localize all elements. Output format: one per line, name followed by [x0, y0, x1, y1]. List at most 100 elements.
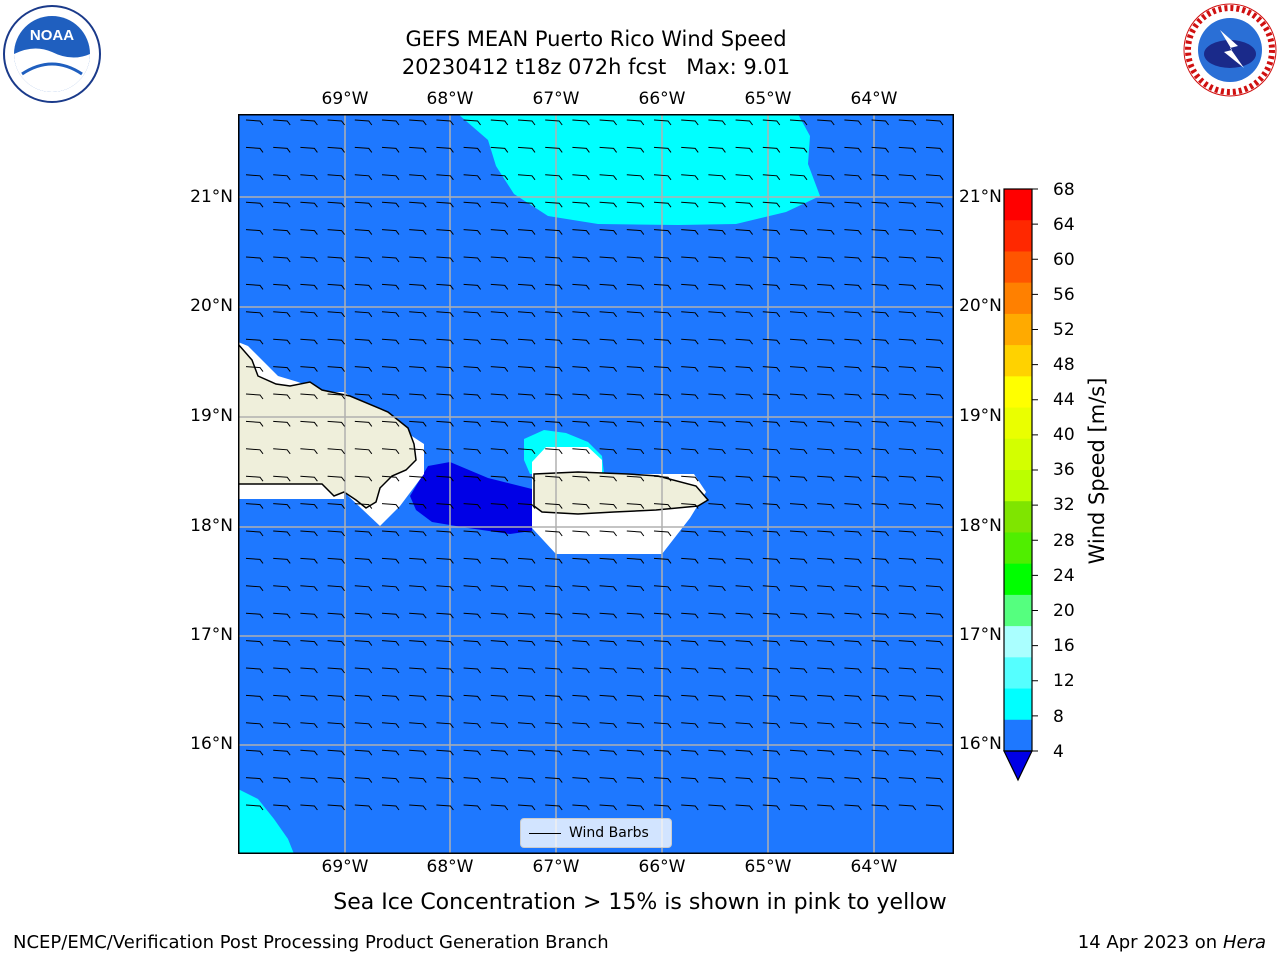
wind-barb: [817, 256, 835, 263]
wind-barb: [354, 146, 373, 153]
wind-barb: [572, 749, 590, 756]
wind-barb: [762, 612, 781, 619]
colorbar-segment: [1004, 688, 1032, 721]
wind-barb: [762, 146, 781, 153]
colorbar-segment: [1004, 189, 1032, 221]
wind-barb: [490, 557, 509, 564]
wind-barb: [300, 749, 318, 756]
wind-barb: [409, 475, 427, 482]
wind-barb: [789, 503, 808, 509]
wind-barbs: [245, 119, 944, 811]
wind-barb: [735, 475, 753, 482]
wind-barb: [409, 229, 427, 235]
wind-barb: [354, 229, 373, 235]
land-hispaniola: [237, 342, 417, 509]
wind-barb: [463, 146, 481, 153]
wind-barb: [273, 667, 291, 674]
wind-barb: [681, 448, 699, 455]
wind-barb-legend-line: [529, 832, 561, 834]
wind-barb: [517, 201, 536, 208]
wind-barb: [572, 557, 590, 564]
lat-label-right: 17°N: [959, 625, 1002, 645]
wind-barb: [381, 311, 400, 318]
wind-barb: [354, 366, 373, 372]
wind-barb: [626, 722, 645, 729]
wind-barb: [436, 448, 454, 455]
wind-barb: [599, 393, 617, 400]
wind-barb: [409, 585, 427, 592]
wind-barb: [354, 475, 373, 482]
wind-barb: [708, 804, 726, 811]
lon-label-bottom: 69°W: [321, 857, 369, 877]
wind-barb: [626, 201, 645, 208]
lat-label-right: 20°N: [959, 296, 1002, 316]
wind-barb: [381, 749, 400, 756]
wind-barb: [898, 283, 917, 290]
wind-barb: [572, 530, 590, 537]
wind-barb: [327, 420, 345, 427]
wind-barb: [490, 640, 509, 646]
wind-barb: [409, 612, 427, 619]
wind-barb: [572, 585, 590, 592]
wind-barb: [572, 667, 590, 674]
colorbar-segment: [1004, 594, 1032, 627]
wind-barb: [762, 229, 781, 235]
wind-barb: [626, 146, 645, 153]
wind-barb: [463, 503, 481, 509]
wind-barb: [300, 283, 318, 290]
wind-barb: [735, 777, 753, 783]
wind-barb: [789, 667, 808, 674]
wind-barb: [817, 283, 835, 290]
wind-barb: [245, 640, 264, 646]
wind-barb: [545, 201, 563, 208]
lat-label-left: 21°N: [190, 187, 233, 207]
lon-label-top: 68°W: [426, 89, 474, 109]
wind-barb: [545, 804, 563, 811]
wind-barb: [409, 174, 427, 181]
wind-barb: [273, 694, 291, 701]
wind-barb: [735, 119, 753, 126]
wind-barb: [735, 804, 753, 811]
lat-label-right: 18°N: [959, 516, 1002, 536]
wind-barb: [273, 612, 291, 619]
wind-barb: [300, 338, 318, 345]
wind-barb: [708, 311, 726, 318]
wind-barb: [844, 256, 862, 263]
wind-speed-fill-below-4: [410, 462, 532, 534]
wind-barb: [735, 530, 753, 537]
wind-barb: [490, 612, 509, 619]
lon-label-top: 65°W: [744, 89, 792, 109]
wind-barb: [599, 311, 617, 318]
wind-barb: [436, 366, 454, 372]
wind-barb: [626, 475, 645, 482]
wind-barb: [245, 557, 264, 564]
colorbar-segment: [1004, 719, 1032, 752]
wind-barb: [381, 503, 400, 509]
wind-barb: [545, 393, 563, 400]
wind-barb: [490, 119, 509, 126]
wind-barb: [898, 119, 917, 126]
lat-label-left: 20°N: [190, 296, 233, 316]
wind-barb: [681, 420, 699, 427]
wind-barb: [273, 201, 291, 208]
lon-label-bottom: 66°W: [638, 857, 686, 877]
wind-barb: [517, 338, 536, 345]
wind-barb: [871, 777, 889, 783]
wind-barb: [381, 777, 400, 783]
wind-barb: [898, 256, 917, 263]
wind-barb: [463, 749, 481, 756]
wind-barb: [681, 694, 699, 701]
wind-barb: [653, 667, 672, 674]
wind-barb: [844, 283, 862, 290]
lat-label-left: 19°N: [190, 406, 233, 426]
wind-barb: [925, 201, 944, 208]
wind-barb: [626, 420, 645, 427]
wind-barb: [381, 366, 400, 372]
wind-barb: [517, 612, 536, 619]
wind-barb: [545, 640, 563, 646]
wind-barb: [354, 612, 373, 619]
wind-barb: [572, 174, 590, 181]
wind-barb: [653, 229, 672, 235]
wind-barb: [273, 503, 291, 509]
noaa-logo-text: NOAA: [30, 27, 74, 44]
